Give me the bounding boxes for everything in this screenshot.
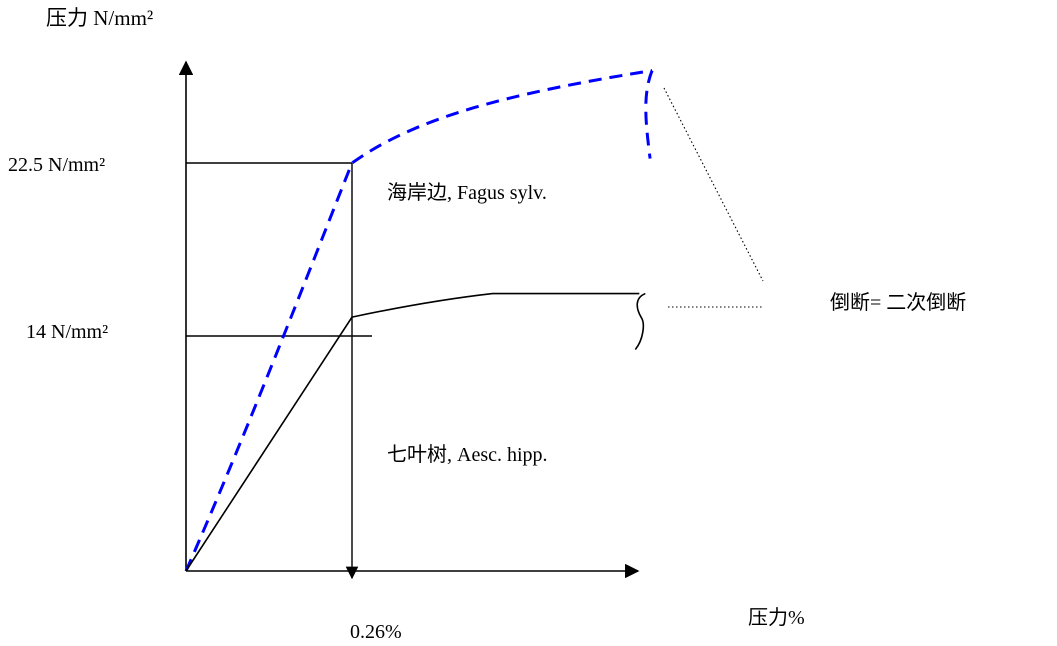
annotation-leader-dotted-diagonal [663, 87, 764, 282]
annotation-break-label: 倒断= 二次倒断 [830, 292, 967, 314]
x-tick-label-0-26: 0.26% [350, 621, 402, 643]
y-tick-label-14: 14 N/mm² [26, 321, 109, 343]
series-aesc-drop [634, 292, 646, 351]
series-label-fagus: 海岸边, Fagus sylv. [387, 182, 547, 204]
y-axis-label: 压力 N/mm² [46, 6, 154, 30]
series-aesc-line [185, 292, 640, 572]
series-fagus-line [184, 69, 653, 572]
y-tick-label-22-5: 22.5 N/mm² [8, 154, 106, 176]
series-fagus-drop [644, 69, 654, 159]
series-label-aesc: 七叶树, Aesc. hipp. [387, 444, 548, 466]
x-axis-label: 压力% [748, 607, 805, 629]
